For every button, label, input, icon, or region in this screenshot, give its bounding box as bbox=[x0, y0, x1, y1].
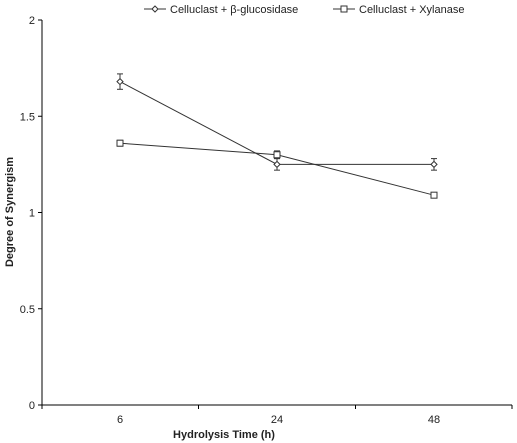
y-axis-ticks: 0 0.5 1 1.5 2 bbox=[20, 15, 42, 412]
legend-item-1: Celluclast + β-glucosidase bbox=[144, 4, 298, 16]
x-tick-label: 48 bbox=[428, 414, 440, 426]
legend-label-1: Celluclast + β-glucosidase bbox=[170, 4, 298, 16]
y-tick-label: 1 bbox=[29, 208, 35, 220]
series-2 bbox=[116, 139, 438, 199]
y-tick-label: 0 bbox=[29, 400, 35, 412]
y-axis-title: Degree of Synergism bbox=[4, 157, 16, 267]
x-tick-label: 24 bbox=[271, 414, 283, 426]
data-point bbox=[430, 160, 438, 169]
legend-item-2: Celluclast + Xylanase bbox=[333, 4, 464, 16]
data-point bbox=[430, 191, 438, 199]
legend-label-2: Celluclast + Xylanase bbox=[359, 4, 464, 16]
y-tick-label: 2 bbox=[29, 15, 35, 27]
y-tick-label: 0.5 bbox=[20, 304, 35, 316]
series-layer bbox=[116, 73, 438, 199]
x-axis-ticks: 6 24 48 bbox=[41, 405, 513, 426]
series-1 bbox=[116, 73, 438, 171]
axes bbox=[41, 20, 512, 406]
data-point bbox=[116, 77, 124, 86]
data-point bbox=[273, 151, 281, 159]
x-axis-title: Hydrolysis Time (h) bbox=[173, 429, 275, 441]
data-point bbox=[273, 160, 281, 169]
data-point bbox=[116, 139, 124, 147]
y-tick-label: 1.5 bbox=[20, 111, 35, 123]
legend: Celluclast + β-glucosidase Celluclast + … bbox=[144, 4, 464, 16]
x-tick-label: 6 bbox=[117, 414, 123, 426]
